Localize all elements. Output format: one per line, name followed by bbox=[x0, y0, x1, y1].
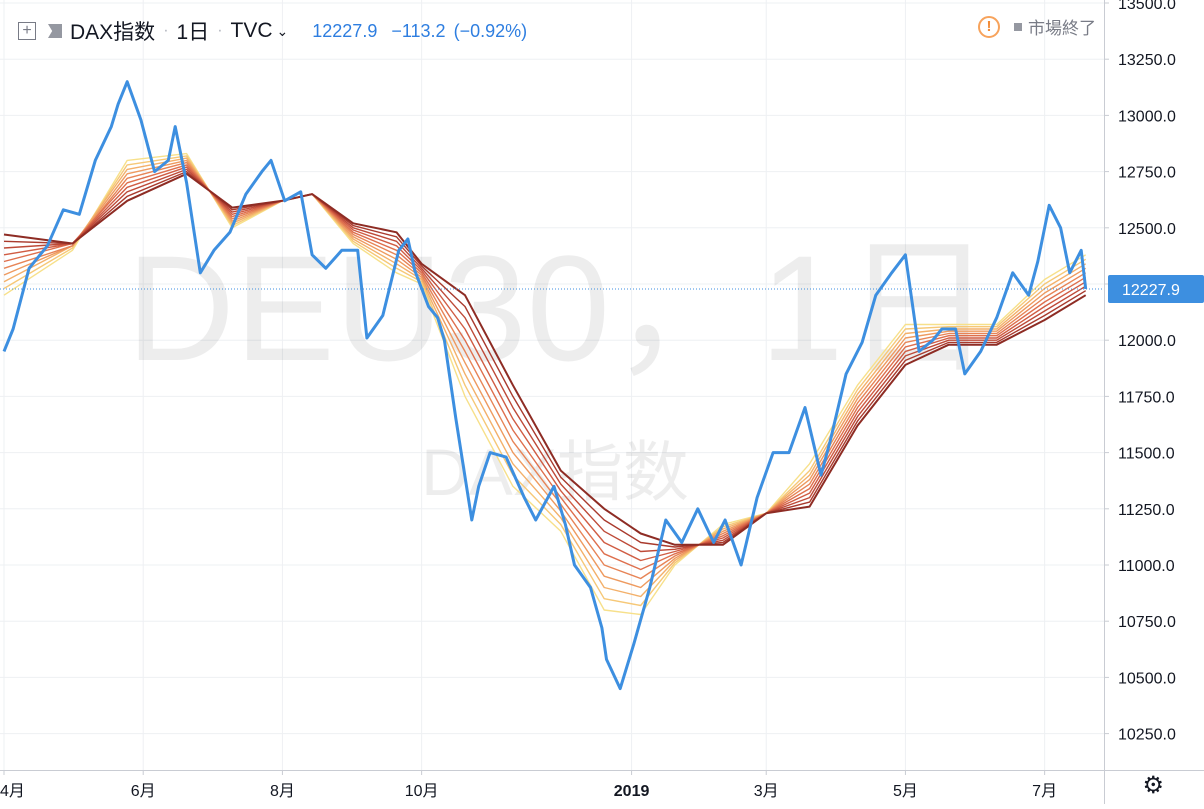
plus-square-icon[interactable]: + bbox=[18, 22, 36, 40]
y-tick-label: 12500.0 bbox=[1118, 221, 1176, 238]
y-tick-label: 12750.0 bbox=[1118, 165, 1176, 182]
last-value: 12227.9 bbox=[312, 20, 378, 41]
change-value: −113.2 bbox=[391, 20, 446, 41]
y-tick-label: 10250.0 bbox=[1118, 727, 1176, 744]
symbol-legend: + DAX指数 · 1日 · TVC ⌄ 12227.9 −113.2 (−0.… bbox=[18, 16, 527, 46]
watermark: DEU30，1日 DAX指数 bbox=[127, 224, 994, 509]
y-tick-label: 10500.0 bbox=[1118, 670, 1176, 687]
status-square-icon bbox=[1014, 22, 1022, 31]
exclamation-circle-icon[interactable]: ! bbox=[978, 15, 1000, 38]
y-tick-label: 11750.0 bbox=[1118, 389, 1175, 406]
y-tick-label: 11000.0 bbox=[1118, 558, 1175, 575]
chevron-down-icon[interactable]: ⌄ bbox=[276, 22, 289, 39]
y-tick-label: 11500.0 bbox=[1118, 446, 1175, 463]
price-line bbox=[2, 80, 1088, 691]
symbol-name[interactable]: DAX指数 bbox=[70, 21, 156, 44]
y-tick-label: 11250.0 bbox=[1118, 502, 1175, 519]
ribbon-line bbox=[3, 164, 1087, 571]
y-tick-label: 13000.0 bbox=[1118, 108, 1176, 125]
watermark-title: DEU30，1日 bbox=[127, 224, 994, 392]
source-label[interactable]: TVC bbox=[230, 19, 273, 42]
gear-icon[interactable]: ⚙ bbox=[1142, 772, 1164, 799]
x-tick-label: 7月 bbox=[1032, 783, 1057, 800]
y-tick-label: 13250.0 bbox=[1118, 52, 1176, 69]
market-status: ! 市場終了 bbox=[978, 14, 1096, 39]
y-tick-label: 13500.0 bbox=[1118, 0, 1176, 13]
ribbon-line bbox=[3, 166, 1087, 562]
price-series bbox=[2, 80, 1088, 691]
x-tick-label: 8月 bbox=[270, 783, 295, 800]
x-tick-label: 10月 bbox=[405, 783, 439, 800]
ribbon-line bbox=[3, 172, 1087, 546]
ribbon-line bbox=[3, 168, 1087, 553]
x-tick-label: 4月 bbox=[0, 783, 25, 800]
x-tick-label: 6月 bbox=[131, 783, 156, 800]
flag-icon[interactable] bbox=[48, 24, 62, 38]
ribbon-line bbox=[3, 170, 1087, 548]
change-percent: (−0.92%) bbox=[453, 20, 528, 41]
market-status-label: 市場終了 bbox=[1028, 19, 1096, 38]
last-price-tag-label: 12227.9 bbox=[1122, 282, 1180, 299]
y-tick-label: 10750.0 bbox=[1118, 614, 1176, 631]
y-tick-label: 12000.0 bbox=[1118, 333, 1176, 350]
x-tick-label: 3月 bbox=[754, 783, 779, 800]
x-tick-label: 5月 bbox=[893, 783, 918, 800]
x-tick-label: 2019 bbox=[614, 783, 650, 800]
separator-dot: · bbox=[217, 22, 223, 39]
interval-label[interactable]: 1日 bbox=[176, 21, 210, 44]
separator-dot: · bbox=[163, 22, 169, 39]
last-price-tag bbox=[1108, 274, 1204, 303]
